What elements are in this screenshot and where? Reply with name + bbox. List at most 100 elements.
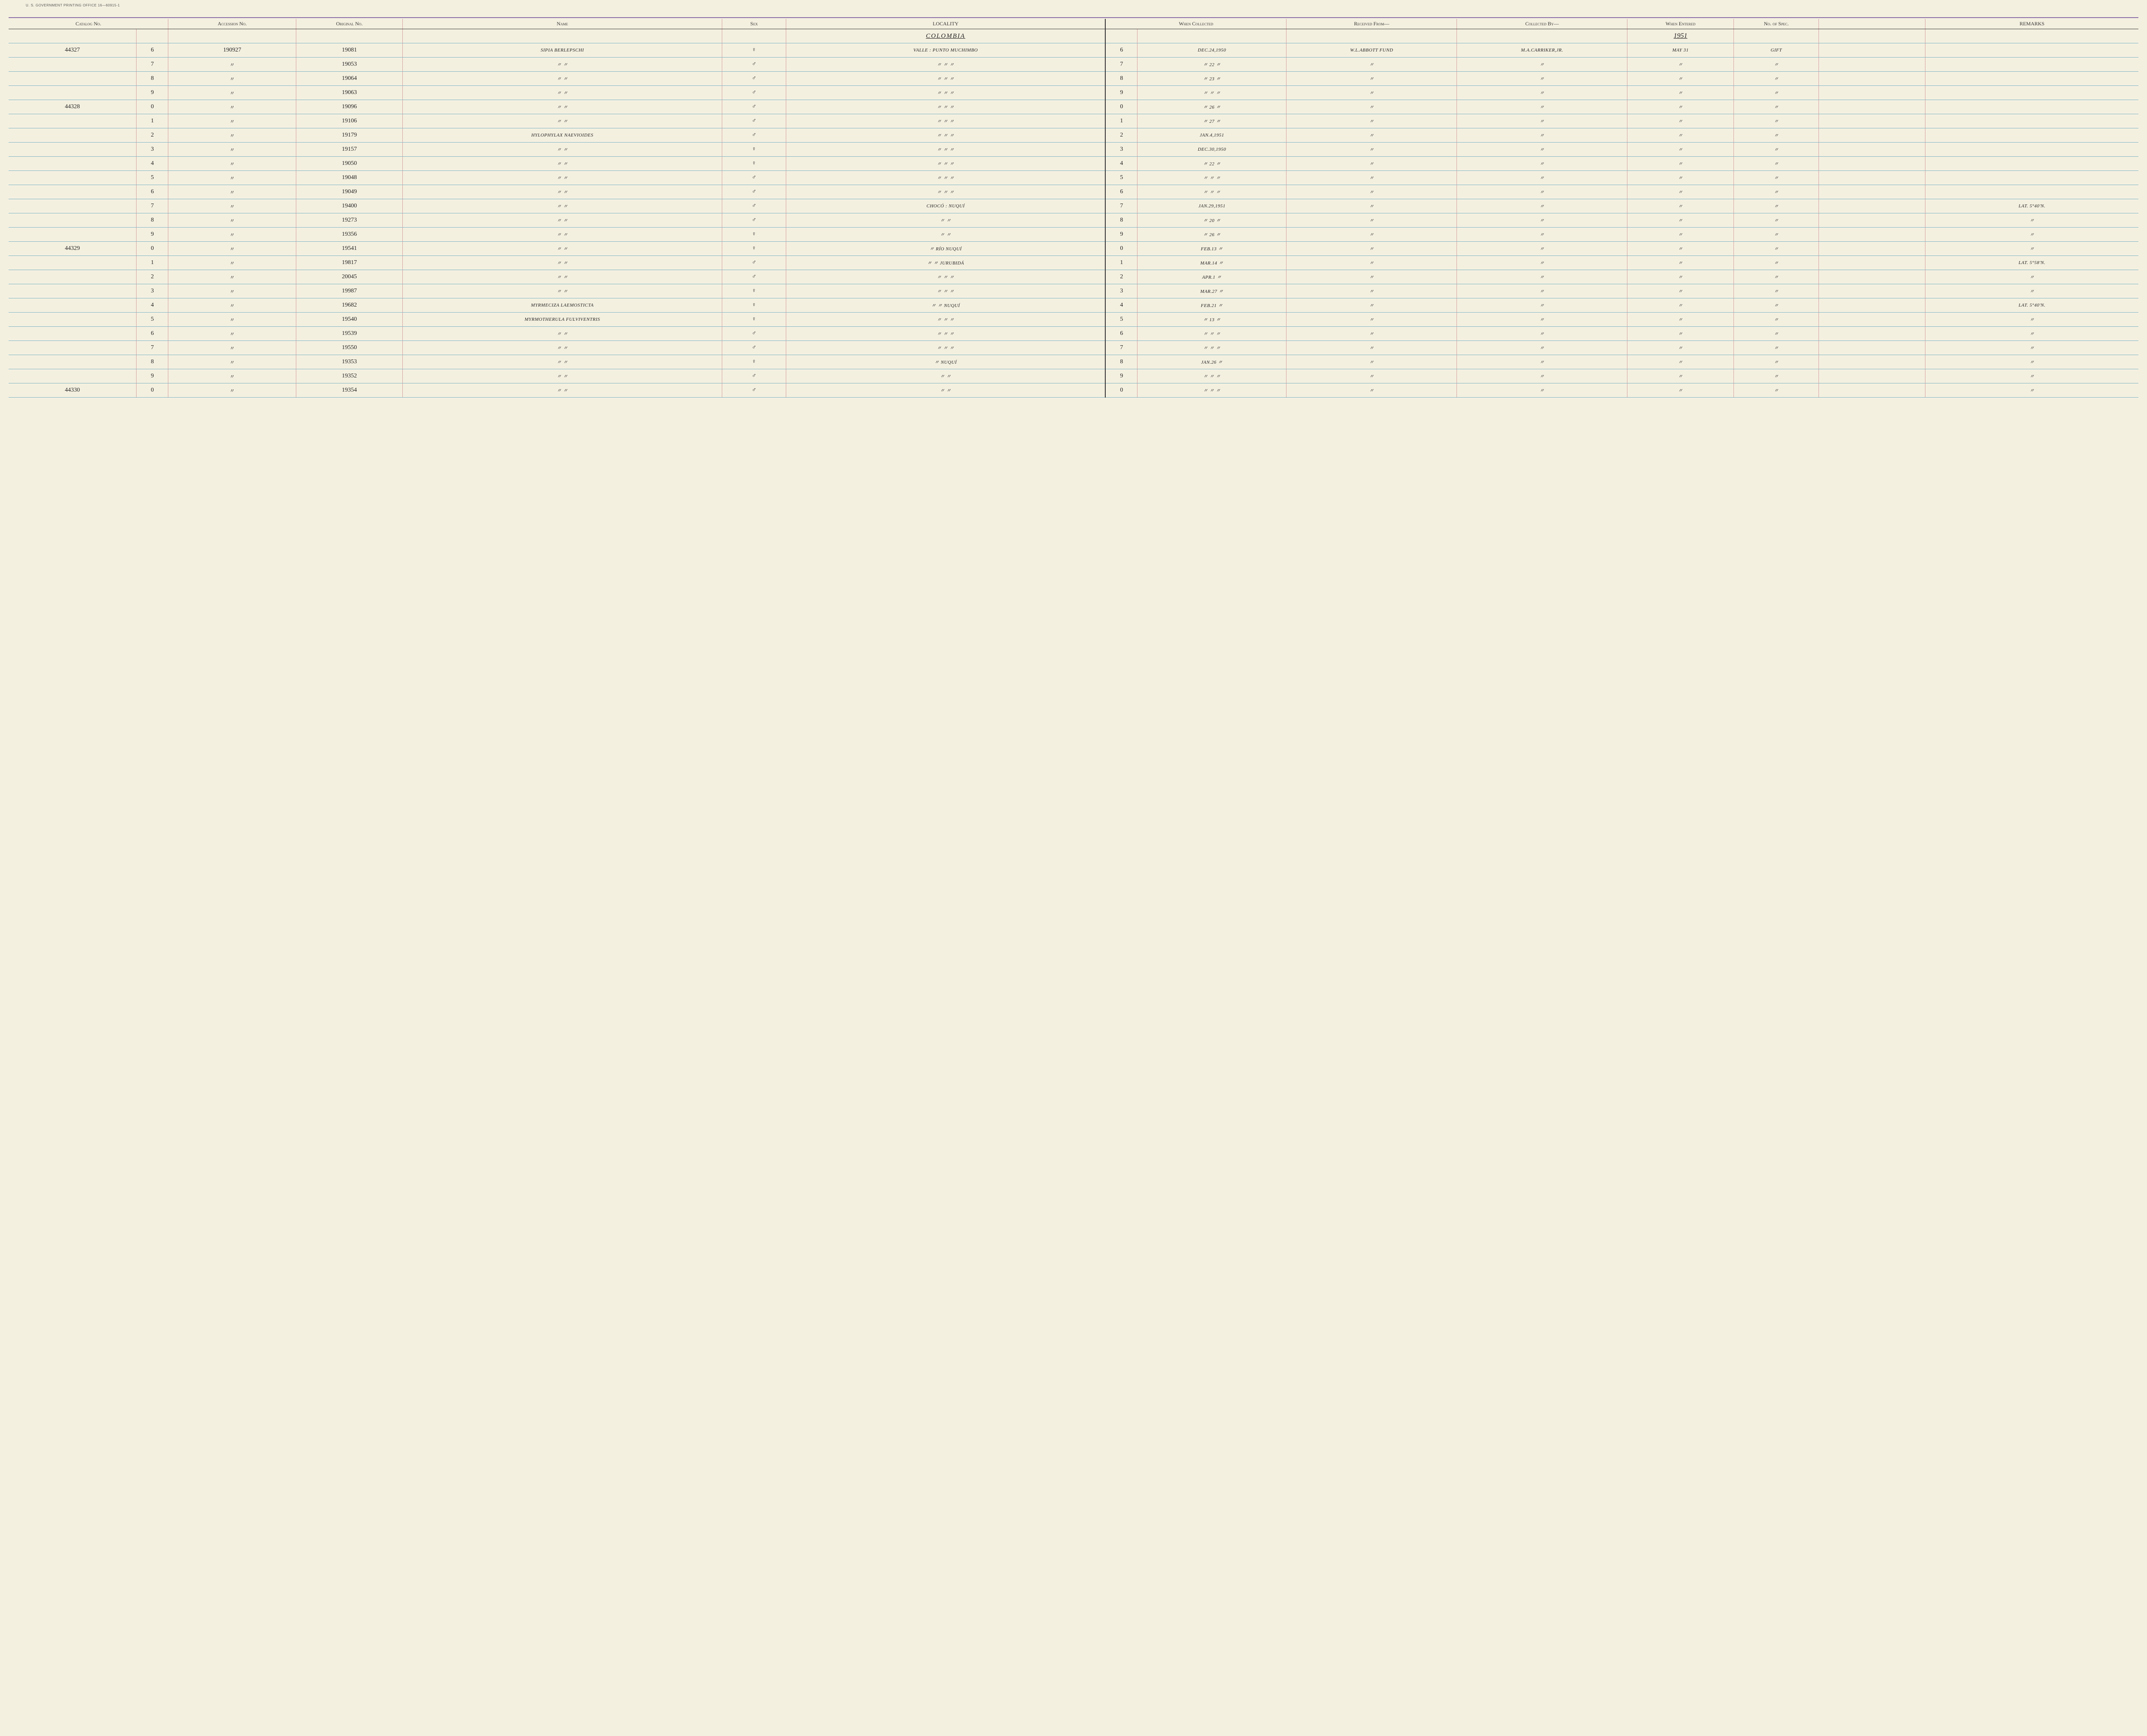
name-cell: SIPIA BERLEPSCHI (403, 43, 722, 58)
collected-by-cell: 〃 (1457, 100, 1627, 114)
catalog-cell (9, 298, 137, 313)
accession-cell: 〃 (168, 143, 296, 157)
original-cell: 19064 (296, 72, 403, 86)
accession-cell: 〃 (168, 86, 296, 100)
sub-cell: 0 (137, 242, 168, 256)
when-entered-cell: 〃 (1627, 284, 1734, 298)
sub2-cell: 0 (1105, 383, 1137, 398)
original-cell: 19550 (296, 341, 403, 355)
sub2-cell: 1 (1105, 256, 1137, 270)
sub2-cell: 0 (1105, 100, 1137, 114)
when-collected-cell: 〃 26 〃 (1137, 228, 1286, 242)
locality-cell: 〃 〃 〃 (786, 270, 1105, 284)
original-cell: 19050 (296, 157, 403, 171)
no-spec-cell: 〃 (1734, 383, 1819, 398)
sex-cell: ♂ (722, 383, 786, 398)
no-spec-cell: 〃 (1734, 313, 1819, 327)
sub-cell: 6 (137, 43, 168, 58)
no-spec-cell: 〃 (1734, 100, 1819, 114)
original-cell: 19400 (296, 199, 403, 213)
when-entered-cell: 〃 (1627, 228, 1734, 242)
catalog-cell: 44327 (9, 43, 137, 58)
sex-cell: ♂ (722, 114, 786, 128)
catalog-cell (9, 171, 137, 185)
accession-cell: 〃 (168, 72, 296, 86)
specimen-table: Catalog No. Accession No. Original No. N… (9, 19, 2138, 398)
when-entered-cell: 〃 (1627, 242, 1734, 256)
col-blank-header (1819, 19, 1925, 29)
received-cell: 〃 (1286, 327, 1457, 341)
when-collected-cell: FEB.21 〃 (1137, 298, 1286, 313)
received-cell: 〃 (1286, 341, 1457, 355)
sex-cell: ♀ (722, 43, 786, 58)
locality-cell: 〃 〃 (786, 213, 1105, 228)
when-collected-cell: 〃 〃 〃 (1137, 171, 1286, 185)
original-cell: 19106 (296, 114, 403, 128)
when-collected-cell: DEC.30,1950 (1137, 143, 1286, 157)
locality-cell: 〃 NUQUÍ (786, 355, 1105, 369)
name-cell: 〃 〃 (403, 86, 722, 100)
accession-cell: 〃 (168, 213, 296, 228)
collected-by-cell: 〃 (1457, 355, 1627, 369)
sex-cell: ♂ (722, 327, 786, 341)
sub2-cell: 1 (1105, 114, 1137, 128)
sub-cell: 9 (137, 369, 168, 383)
col-catalog-header: Catalog No. (9, 19, 168, 29)
when-collected-cell: 〃 〃 〃 (1137, 185, 1286, 199)
when-entered-cell: 〃 (1627, 369, 1734, 383)
no-spec-cell: 〃 (1734, 199, 1819, 213)
catalog-cell (9, 355, 137, 369)
no-spec-cell: 〃 (1734, 369, 1819, 383)
table-row: 6〃19049〃 〃♂〃 〃 〃6〃 〃 〃〃〃〃〃 (9, 185, 2138, 199)
no-spec-cell: 〃 (1734, 171, 1819, 185)
name-cell: 〃 〃 (403, 383, 722, 398)
name-cell: 〃 〃 (403, 341, 722, 355)
when-collected-cell: JAN.29,1951 (1137, 199, 1286, 213)
name-cell: 〃 〃 (403, 270, 722, 284)
collected-by-cell: 〃 (1457, 242, 1627, 256)
no-spec-cell: GIFT (1734, 43, 1819, 58)
original-cell: 19081 (296, 43, 403, 58)
name-cell: 〃 〃 (403, 327, 722, 341)
table-row: 7〃19550〃 〃♂〃 〃 〃7〃 〃 〃〃〃〃〃〃 (9, 341, 2138, 355)
blank-cell (1819, 228, 1925, 242)
remarks-cell: LAT. 5°40'N. (1925, 298, 2138, 313)
collected-by-cell: M.A.CARRIKER,JR. (1457, 43, 1627, 58)
sub2-cell: 4 (1105, 298, 1137, 313)
accession-cell: 〃 (168, 270, 296, 284)
when-entered-cell: 〃 (1627, 298, 1734, 313)
sub-cell: 0 (137, 383, 168, 398)
no-spec-cell: 〃 (1734, 185, 1819, 199)
name-cell: 〃 〃 (403, 199, 722, 213)
sub2-cell: 2 (1105, 270, 1137, 284)
blank-cell (1819, 313, 1925, 327)
table-row: 2〃20045〃 〃♂〃 〃 〃2APR.1 〃〃〃〃〃〃 (9, 270, 2138, 284)
ledger-page: U. S. GOVERNMENT PRINTING OFFICE 16—6091… (0, 0, 2147, 406)
when-collected-cell: 〃 22 〃 (1137, 58, 1286, 72)
catalog-cell (9, 199, 137, 213)
locality-cell: 〃 〃 〃 (786, 128, 1105, 143)
table-row: 1〃19106〃 〃♂〃 〃 〃1〃 27 〃〃〃〃〃 (9, 114, 2138, 128)
sub2-cell: 9 (1105, 369, 1137, 383)
original-cell: 19539 (296, 327, 403, 341)
remarks-cell: 〃 (1925, 270, 2138, 284)
year-header: 1951 (1674, 32, 1688, 40)
original-cell: 19049 (296, 185, 403, 199)
locality-cell: 〃 〃 〃 (786, 86, 1105, 100)
remarks-cell: 〃 (1925, 327, 2138, 341)
collected-by-cell: 〃 (1457, 256, 1627, 270)
original-cell: 19063 (296, 86, 403, 100)
original-cell: 19157 (296, 143, 403, 157)
sub-cell: 3 (137, 143, 168, 157)
received-cell: 〃 (1286, 58, 1457, 72)
when-collected-cell: 〃 〃 〃 (1137, 369, 1286, 383)
collected-by-cell: 〃 (1457, 171, 1627, 185)
sex-cell: ♀ (722, 355, 786, 369)
collected-by-cell: 〃 (1457, 270, 1627, 284)
blank-cell (1819, 298, 1925, 313)
col-received-header: Received From— (1286, 19, 1457, 29)
accession-cell: 〃 (168, 256, 296, 270)
when-collected-cell: 〃 〃 〃 (1137, 86, 1286, 100)
remarks-cell: LAT. 5°40'N. (1925, 199, 2138, 213)
original-cell: 19540 (296, 313, 403, 327)
